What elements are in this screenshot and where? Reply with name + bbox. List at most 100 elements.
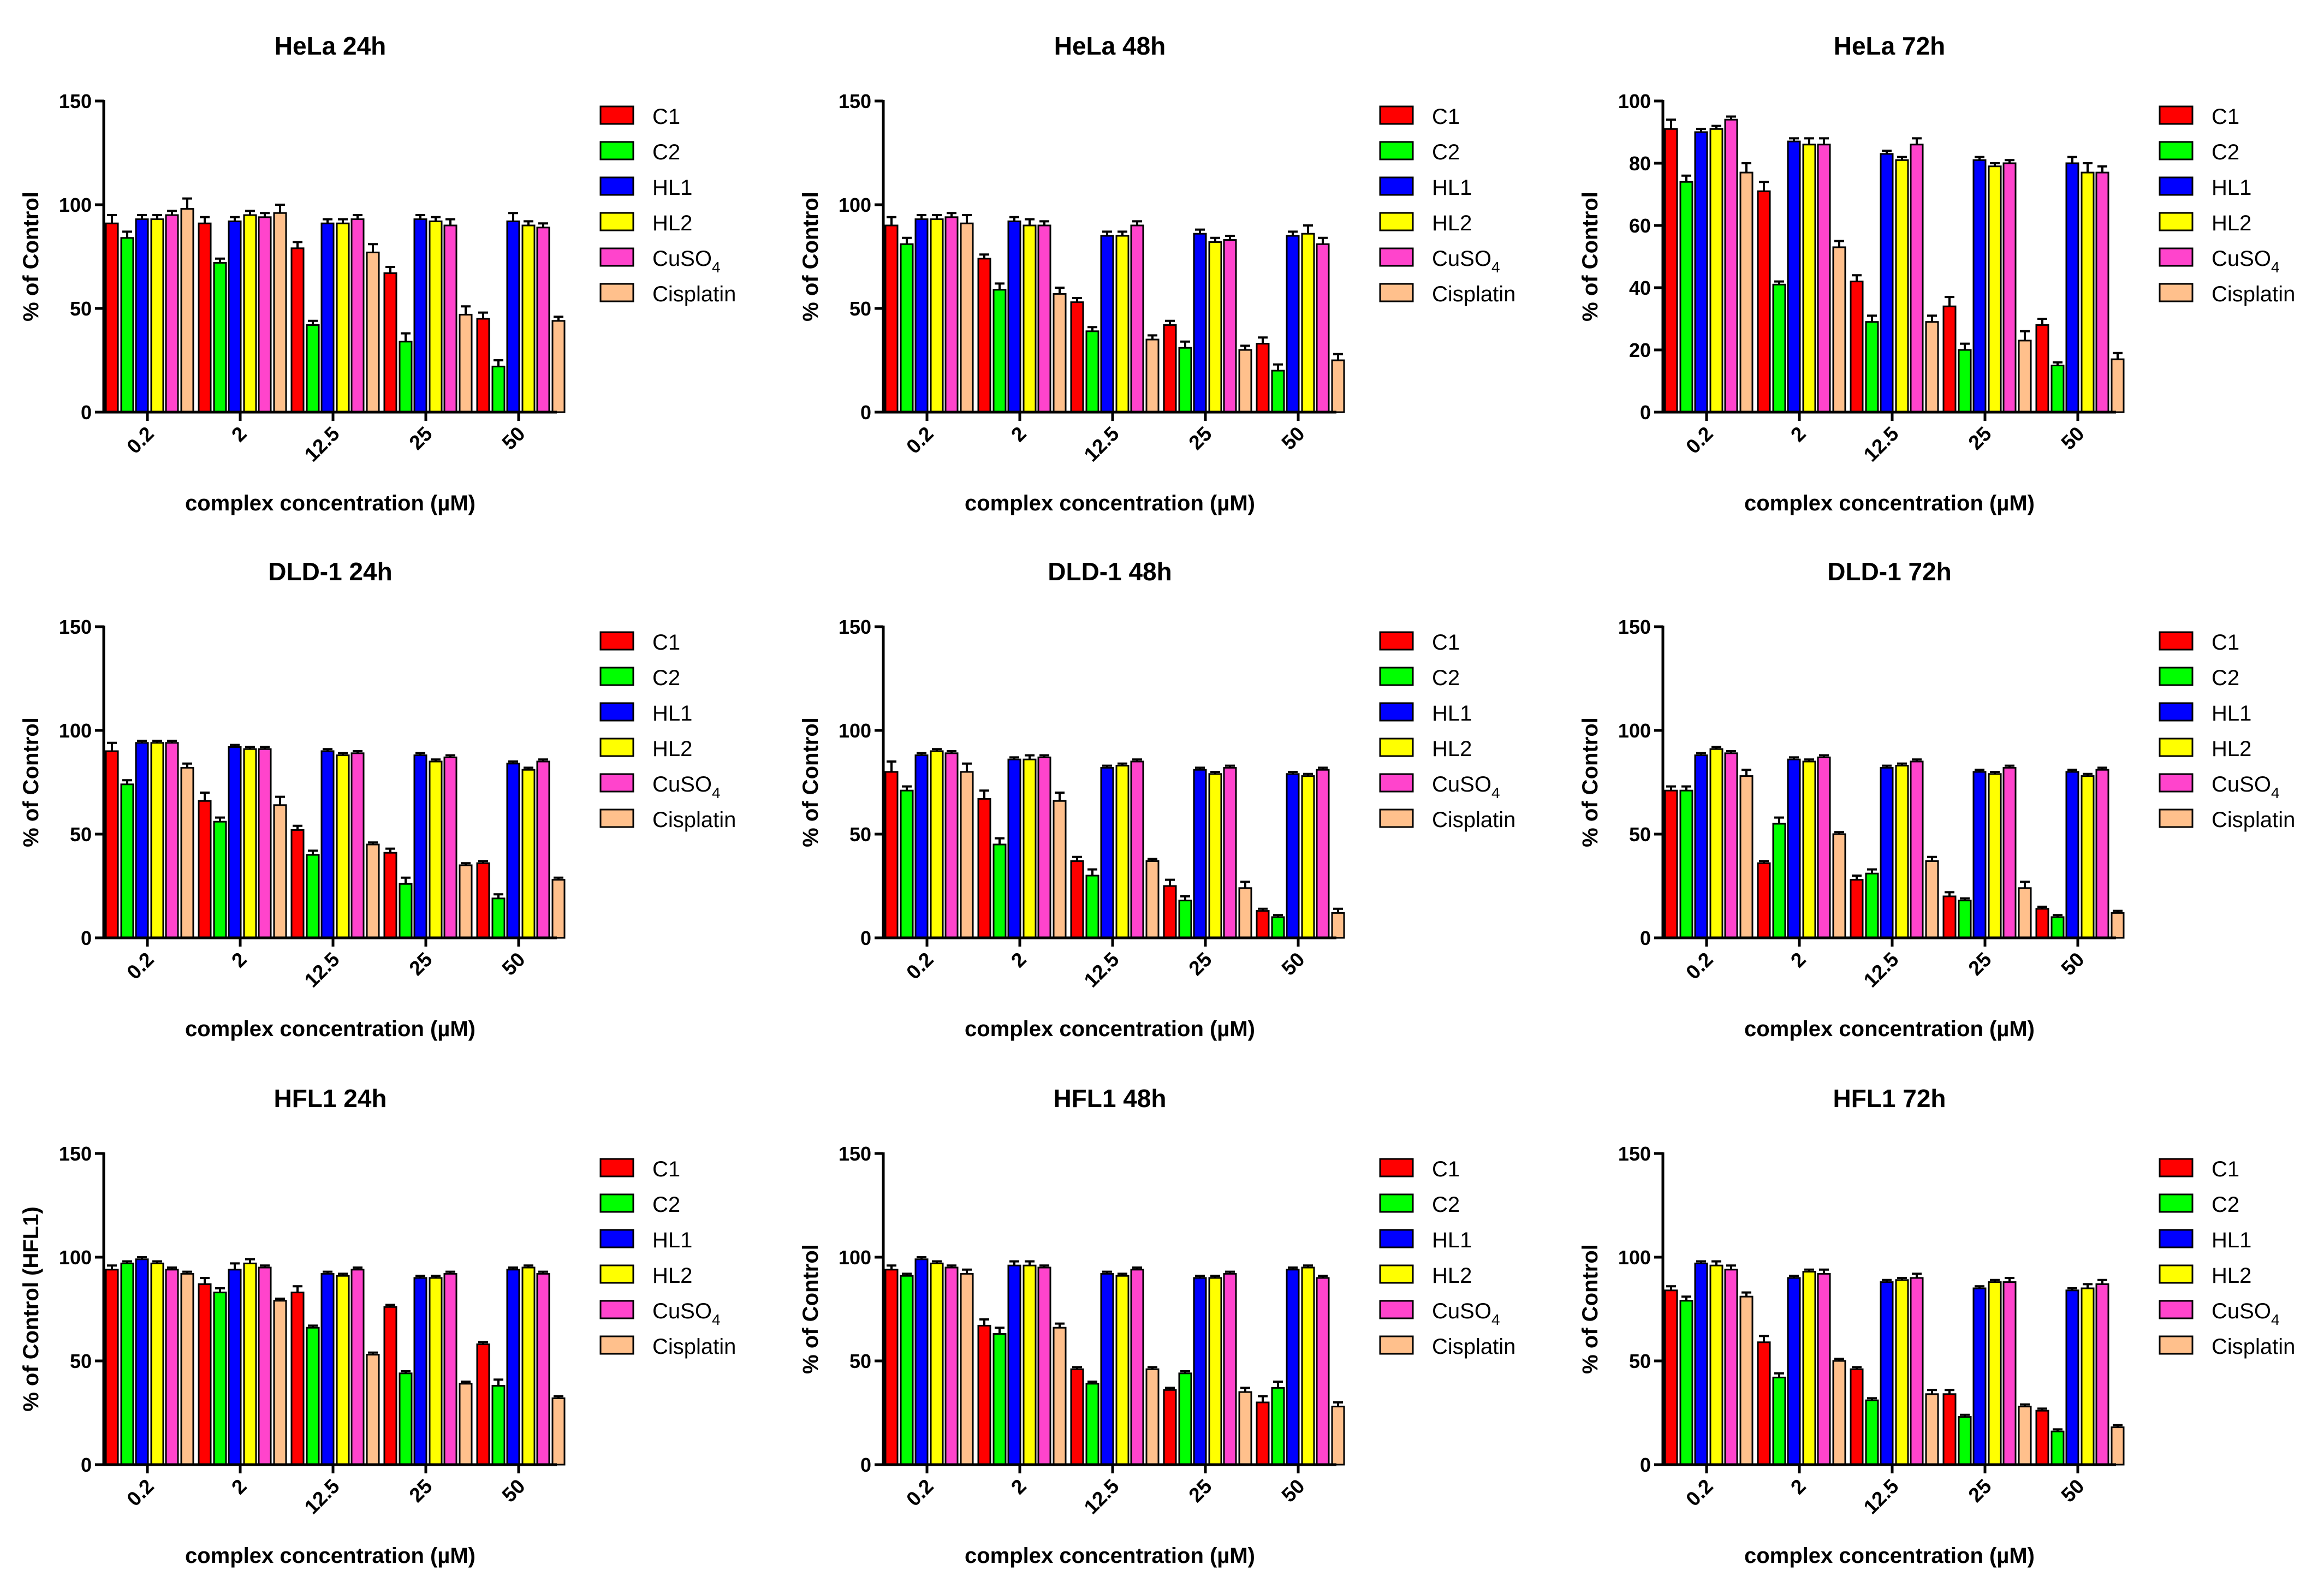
bar — [198, 800, 212, 939]
bar — [914, 754, 929, 939]
x-tick-label: 12.5 — [1080, 423, 1124, 466]
y-tick-label: 150 — [59, 616, 92, 638]
x-tick-label: 50 — [498, 423, 530, 454]
chart-title: DLD-1 72h — [1827, 557, 1951, 586]
bar — [1271, 1387, 1285, 1466]
bar — [429, 220, 443, 413]
bar — [459, 313, 473, 413]
bar — [120, 237, 134, 413]
bar — [1085, 875, 1099, 939]
y-tick-label: 50 — [849, 823, 871, 846]
legend-swatch — [599, 212, 634, 231]
legend-label: Cisplatin — [1432, 282, 1515, 306]
bar — [1053, 293, 1067, 413]
bar — [165, 214, 179, 413]
x-tick-label: 2 — [1007, 1475, 1031, 1499]
x-tick-label: 50 — [2057, 948, 2089, 980]
bar — [1070, 301, 1084, 413]
bar — [536, 1272, 550, 1466]
bar — [228, 1269, 242, 1466]
bar — [1271, 916, 1285, 939]
legend-swatch — [2159, 283, 2194, 302]
legend-label-text: C1 — [652, 105, 680, 129]
legend-label-text: Cisplatin — [1432, 282, 1515, 306]
legend-label: Cisplatin — [2212, 808, 2295, 832]
x-tick-label: 12.5 — [1080, 1475, 1124, 1519]
legend-label-text: C2 — [652, 666, 680, 690]
chart-title: HFL1 24h — [274, 1084, 387, 1113]
bar — [1832, 833, 1846, 939]
legend-swatch — [2159, 631, 2194, 651]
bar — [1178, 1372, 1192, 1466]
bar — [2050, 365, 2065, 413]
chart-panel: HFL1 48h % of Control complex concentratio… — [799, 1084, 1515, 1568]
bar — [150, 742, 164, 939]
legend-label-text: C1 — [2212, 631, 2239, 655]
legend-label-text: C2 — [652, 140, 680, 164]
bar — [1850, 281, 1864, 413]
bar — [1023, 224, 1037, 413]
bar — [1271, 370, 1285, 413]
legend: C1 C2 HL1 HL2 CuSO4 Cisplatin — [2159, 105, 2295, 306]
legend-label: HL1 — [652, 1228, 692, 1252]
chart-panel: HeLa 48h % of Control complex concentratio… — [799, 32, 1515, 515]
bar — [1802, 760, 1816, 939]
x-tick-label: 12.5 — [300, 948, 344, 992]
chart-title: HeLa 72h — [1834, 32, 1946, 60]
legend-label-text: C2 — [652, 1193, 680, 1217]
legend-label-text: C1 — [652, 631, 680, 655]
legend-label-text: HL1 — [2212, 1228, 2251, 1252]
bar — [1880, 766, 1894, 939]
bar — [1223, 766, 1237, 939]
bar — [383, 272, 397, 413]
bar — [1238, 349, 1252, 413]
y-axis-label: % of Control — [1578, 1244, 1602, 1374]
bar — [1739, 775, 1754, 939]
bar — [443, 1272, 457, 1466]
bar — [992, 1333, 1007, 1466]
bar — [399, 1372, 413, 1466]
bar — [383, 852, 397, 939]
bar — [1286, 1269, 1300, 1466]
x-tick-label: 12.5 — [1080, 948, 1124, 992]
bar — [2002, 766, 2017, 939]
legend-label: C1 — [1432, 631, 1460, 655]
legend-label: HL1 — [652, 701, 692, 725]
legend-label: HL1 — [2212, 701, 2251, 725]
legend-label: C2 — [2212, 140, 2239, 164]
bar — [1070, 860, 1084, 939]
legend-swatch — [1379, 176, 1414, 196]
legend-swatch — [2159, 773, 2194, 793]
bar — [399, 883, 413, 939]
bar — [1193, 769, 1207, 939]
bar — [1865, 321, 1879, 413]
y-tick-label: 60 — [1629, 215, 1651, 237]
bar — [2065, 771, 2079, 939]
legend-swatch — [1379, 105, 1414, 125]
bar — [1163, 1389, 1177, 1466]
legend-label: CuSO4 — [1432, 1299, 1500, 1328]
x-tick-label: 25 — [1964, 1475, 1996, 1507]
bar — [198, 1283, 212, 1466]
legend-swatch — [2159, 1193, 2194, 1213]
y-tick-label: 100 — [59, 194, 92, 216]
x-tick-label: 25 — [405, 948, 437, 980]
x-tick-label: 12.5 — [1859, 1475, 1903, 1519]
legend-swatch — [2159, 1335, 2194, 1355]
chart-panel: DLD-1 24h % of Control complex concentrati… — [19, 557, 736, 1041]
bar — [290, 829, 305, 939]
x-tick-label: 12.5 — [300, 423, 344, 466]
bar — [413, 1277, 427, 1466]
x-tick-label: 0.2 — [122, 948, 158, 984]
bar — [1007, 1264, 1021, 1466]
bar — [944, 752, 959, 939]
y-tick-label: 150 — [1618, 616, 1651, 638]
legend-label: C2 — [652, 1193, 680, 1217]
bar — [1817, 1272, 1831, 1466]
bar — [1988, 1281, 2002, 1466]
legend-label: CuSO4 — [1432, 772, 1500, 801]
bar — [443, 756, 457, 939]
y-tick-label: 50 — [70, 1350, 92, 1372]
x-tick-label: 2 — [1007, 423, 1031, 447]
legend-label-text: HL2 — [1432, 1264, 1472, 1288]
